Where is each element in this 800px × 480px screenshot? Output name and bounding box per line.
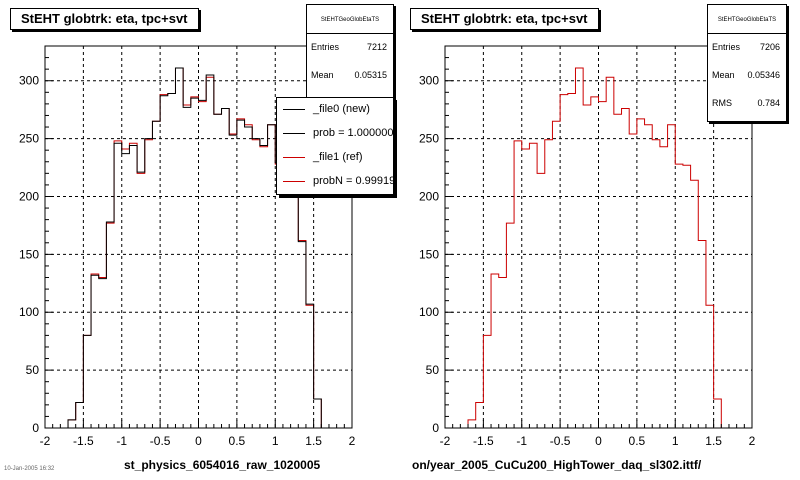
panel-2-xtick-label: 1.5: [705, 434, 722, 448]
panel-2-xaxis-caption: on/year_2005_CuCu200_HighTower_daq_sl302…: [412, 458, 702, 472]
legend-line-icon: [283, 181, 305, 182]
panel-2-xtick-label: -2: [440, 434, 451, 448]
panel-1-xtick-label: -2: [40, 434, 51, 448]
panel-1-ytick-label: 250: [19, 132, 39, 146]
panel-2-title: StEHT globtrk: eta, tpc+svt: [410, 8, 599, 30]
panel-1-ytick-label: 50: [26, 363, 40, 377]
stats-value: 0.784: [757, 98, 780, 108]
stats-value: 0.05315: [354, 70, 387, 80]
panel-2-stats-box: StEHTGeoGlobEtaTS Entries 7206 Mean 0.05…: [707, 4, 787, 122]
panel-2-ytick-label: 300: [419, 74, 439, 88]
panel-1-stats-row-mean: Mean 0.05315: [307, 62, 393, 90]
legend-label: _file0 (new): [313, 103, 370, 115]
stats-value: 7212: [366, 42, 387, 52]
panel-1-stats-box: StEHTGeoGlobEtaTS Entries 7212 Mean 0.05…: [306, 4, 394, 102]
stats-label: Mean: [311, 70, 334, 80]
stats-label: RMS: [712, 98, 732, 108]
legend-entry-prob: prob = 1.000000: [277, 122, 394, 146]
panel-1-xtick-label: -0.5: [150, 434, 171, 448]
panel-1-xtick-label: 0.5: [229, 434, 246, 448]
panel-1-xtick-label: 1: [272, 434, 279, 448]
panel-1-xtick-label: 0: [195, 434, 202, 448]
legend-entry-new: _file0 (new): [277, 98, 393, 122]
panel-1-legend: _file0 (new) prob = 1.000000 _file1 (ref…: [276, 97, 394, 195]
legend-line-icon: [283, 109, 305, 110]
legend-line-icon: [283, 133, 305, 134]
legend-label: probN = 0.999191: [313, 175, 394, 187]
panel-1-ytick-label: 0: [32, 421, 39, 435]
panel-2-xtick-label: 2: [749, 434, 756, 448]
legend-entry-probn: probN = 0.999191: [277, 170, 394, 194]
panel-1-ytick-label: 150: [19, 247, 39, 261]
legend-label: prob = 1.000000: [313, 127, 394, 139]
panel-2-xtick-label: 0: [595, 434, 602, 448]
panel-2-xtick-label: -1.5: [473, 434, 494, 448]
panel-2-xtick-label: -0.5: [550, 434, 571, 448]
panel-1-ytick-label: 100: [19, 305, 39, 319]
stats-value: 7206: [759, 42, 780, 52]
panel-1-xtick-label: 2: [349, 434, 356, 448]
panel-1-ytick-label: 200: [19, 189, 39, 203]
panel-2-ytick-label: 100: [419, 305, 439, 319]
panel-1-stats-row-entries: Entries 7212: [307, 34, 393, 62]
panel-2-ytick-label: 200: [419, 189, 439, 203]
panel-2-ytick-label: 250: [419, 132, 439, 146]
panel-2-ytick-label: 50: [426, 363, 440, 377]
panel-2-ytick-label: 150: [419, 247, 439, 261]
panel-1-xtick-label: 1.5: [305, 434, 322, 448]
panel-1-xtick-label: -1.5: [73, 434, 94, 448]
panel-2-stats-row-entries: Entries 7206: [708, 34, 786, 62]
stats-value: 0.05346: [747, 70, 780, 80]
panel-2-xtick-label: -1: [516, 434, 527, 448]
legend-line-icon: [283, 157, 305, 158]
panel-2-stats-row-rms: RMS 0.784: [708, 90, 786, 118]
panel-1-title: StEHT globtrk: eta, tpc+svt: [10, 8, 199, 30]
panel-2-ytick-label: 0: [432, 421, 439, 435]
footnote: 10-Jan-2005 16:32: [4, 466, 55, 472]
legend-entry-ref: _file1 (ref): [277, 146, 393, 170]
stats-label: Mean: [712, 70, 735, 80]
legend-label: _file1 (ref): [313, 151, 363, 163]
panel-2-xtick-label: 0.5: [629, 434, 646, 448]
panel-2-histogram-series: [467, 67, 729, 429]
stats-label: Entries: [712, 42, 741, 52]
panel-2-stats-header: StEHTGeoGlobEtaTS: [708, 5, 786, 34]
panel-2-stats-row-mean: Mean 0.05346: [708, 62, 786, 90]
stats-label: Entries: [311, 42, 340, 52]
panel-1-ytick-label: 300: [19, 74, 39, 88]
panel-1-xaxis-caption: st_physics_6054016_raw_1020005: [124, 458, 321, 472]
panel-1-stats-header: StEHTGeoGlobEtaTS: [307, 5, 393, 34]
panel-1-xtick-label: -1: [116, 434, 127, 448]
panel-2-xtick-label: 1: [672, 434, 679, 448]
